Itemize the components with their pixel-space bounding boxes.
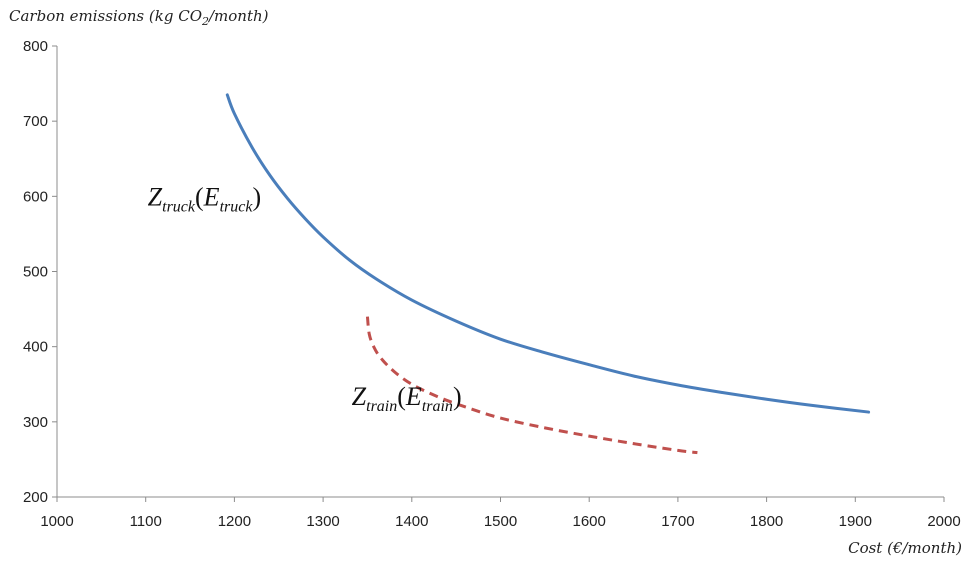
curve-label-truck: Ztruck(Etruck) [148,183,261,216]
x-axis-label: Cost (€/month) [848,539,962,557]
series-line-train [365,316,698,455]
y-tick-label: 300 [23,414,48,431]
x-tick-label: 1600 [573,513,606,530]
y-axis-label: Carbon emissions (kg CO2/month) [9,7,269,28]
x-tick-label: 1000 [40,513,73,530]
y-tick-label: 500 [23,264,48,281]
x-tick-label: 1100 [130,513,162,530]
x-tick-label: 1400 [395,513,428,530]
series-line-truck [225,93,871,414]
x-tick-label: 1900 [839,513,872,530]
y-tick-label: 700 [23,113,48,130]
y-tick-label: 200 [23,489,48,506]
x-tick-label: 1800 [750,513,783,530]
x-tick-label: 2000 [927,513,960,530]
x-tick-label: 1700 [661,513,694,530]
y-tick-label: 400 [23,339,48,356]
curve-label-train: Ztrain(Etrain) [352,382,462,415]
x-tick-label: 1500 [484,513,517,530]
y-tick-label: 800 [23,38,48,55]
x-tick-label: 1200 [218,513,251,530]
x-tick-label: 1300 [306,513,339,530]
y-tick-label: 600 [23,188,48,205]
